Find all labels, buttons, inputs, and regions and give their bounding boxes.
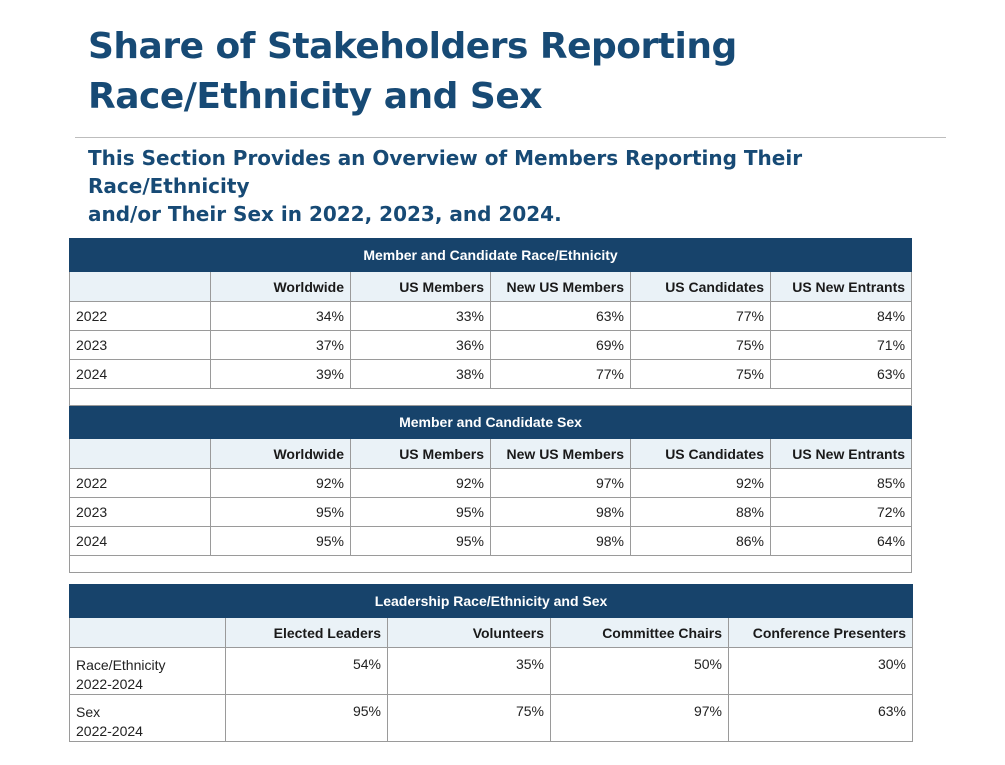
table-cell: 88%	[630, 497, 771, 527]
sex-col-header: New US Members	[490, 438, 631, 469]
table-cell: 75%	[630, 359, 771, 389]
row-label: 2023	[69, 330, 211, 360]
table-cell: 98%	[490, 526, 631, 556]
table-cell: 33%	[350, 301, 491, 331]
table-cell: 38%	[350, 359, 491, 389]
table-cell: 84%	[769, 301, 913, 331]
sex-col-header: US Members	[350, 438, 491, 469]
table-cell: 30%	[727, 647, 914, 695]
table-cell: 95%	[210, 497, 351, 527]
sex-table-heading: Member and Candidate Sex	[68, 405, 913, 439]
table-cell: 72%	[769, 497, 913, 527]
table-cell: 54%	[225, 647, 388, 695]
leadership-row-sex: Sex 2022-2024 95% 75% 97% 63%	[69, 694, 914, 742]
race-table-heading: Member and Candidate Race/Ethnicity	[68, 238, 913, 272]
race-col-header: US Members	[350, 271, 491, 302]
sex-row-2023: 2023 95% 95% 98% 88% 72%	[69, 497, 913, 527]
table-cell: 75%	[387, 694, 551, 742]
leadership-header-blank	[69, 617, 226, 648]
race-col-header: New US Members	[490, 271, 631, 302]
table-cell: 98%	[490, 497, 631, 527]
sex-row-2024: 2024 95% 95% 98% 86% 64%	[69, 526, 913, 556]
race-row-2023: 2023 37% 36% 69% 75% 71%	[69, 330, 913, 360]
table-cell: 92%	[210, 468, 351, 498]
race-col-header: US New Entrants	[769, 271, 913, 302]
sex-row-2022: 2022 92% 92% 97% 92% 85%	[69, 468, 913, 498]
leadership-table: Leadership Race/Ethnicity and Sex Electe…	[68, 584, 914, 742]
table-cell: 63%	[727, 694, 914, 742]
table-cell: 39%	[210, 359, 351, 389]
table-cell: 77%	[630, 301, 771, 331]
race-header-blank	[69, 271, 211, 302]
race-col-header: Worldwide	[210, 271, 351, 302]
sex-col-header: Worldwide	[210, 438, 351, 469]
table-cell: 34%	[210, 301, 351, 331]
table-cell: 95%	[225, 694, 388, 742]
section-subtitle: This Section Provides an Overview of Mem…	[88, 144, 918, 228]
table-cell: 97%	[490, 468, 631, 498]
leadership-table-heading: Leadership Race/Ethnicity and Sex	[68, 584, 914, 618]
race-row-2022: 2022 34% 33% 63% 77% 84%	[69, 301, 913, 331]
table-cell: 64%	[769, 526, 913, 556]
table-cell: 63%	[490, 301, 631, 331]
table-cell: 35%	[387, 647, 551, 695]
table-cell: 95%	[210, 526, 351, 556]
page-title-line-2: Race/Ethnicity and Sex	[88, 76, 543, 117]
sex-col-header: US New Entrants	[769, 438, 913, 469]
leadership-col-header: Conference Presenters	[727, 617, 914, 648]
page-title: Share of Stakeholders Reporting Race/Eth…	[88, 22, 737, 122]
subtitle-line-2: and/or Their Sex in 2022, 2023, and 2024…	[88, 202, 562, 226]
table-spacer	[68, 388, 913, 406]
member-candidate-table: Member and Candidate Race/Ethnicity Worl…	[68, 238, 913, 573]
leadership-col-header: Elected Leaders	[225, 617, 388, 648]
table-cell: 92%	[350, 468, 491, 498]
row-label: 2022	[69, 468, 211, 498]
table-cell: 75%	[630, 330, 771, 360]
table-cell: 69%	[490, 330, 631, 360]
table-cell: 92%	[630, 468, 771, 498]
leadership-col-header: Volunteers	[387, 617, 551, 648]
row-label: 2023	[69, 497, 211, 527]
row-label-period: 2022-2024	[76, 723, 143, 739]
divider	[75, 137, 946, 138]
table-cell: 77%	[490, 359, 631, 389]
table-cell: 63%	[769, 359, 913, 389]
row-label-period: 2022-2024	[76, 676, 143, 692]
row-label: Sex 2022-2024	[69, 694, 226, 742]
subtitle-line-1: This Section Provides an Overview of Mem…	[88, 146, 803, 198]
race-row-2024: 2024 39% 38% 77% 75% 63%	[69, 359, 913, 389]
table-cell: 71%	[769, 330, 913, 360]
table-cell: 95%	[350, 526, 491, 556]
row-label: 2022	[69, 301, 211, 331]
table-cell: 86%	[630, 526, 771, 556]
row-label-main: Sex	[76, 704, 101, 720]
table-cell: 95%	[350, 497, 491, 527]
row-label-main: Race/Ethnicity	[76, 657, 166, 673]
table-cell: 85%	[769, 468, 913, 498]
row-label: 2024	[69, 359, 211, 389]
sex-col-header: US Candidates	[630, 438, 771, 469]
row-label: Race/Ethnicity 2022-2024	[69, 647, 226, 695]
table-spacer	[68, 555, 913, 573]
race-col-header: US Candidates	[630, 271, 771, 302]
table-cell: 37%	[210, 330, 351, 360]
leadership-col-header: Committee Chairs	[550, 617, 729, 648]
row-label: 2024	[69, 526, 211, 556]
sex-header-blank	[69, 438, 211, 469]
table-cell: 36%	[350, 330, 491, 360]
leadership-row-race: Race/Ethnicity 2022-2024 54% 35% 50% 30%	[69, 647, 914, 695]
table-cell: 97%	[550, 694, 729, 742]
page-title-line-1: Share of Stakeholders Reporting	[88, 26, 737, 67]
table-cell: 50%	[550, 647, 729, 695]
